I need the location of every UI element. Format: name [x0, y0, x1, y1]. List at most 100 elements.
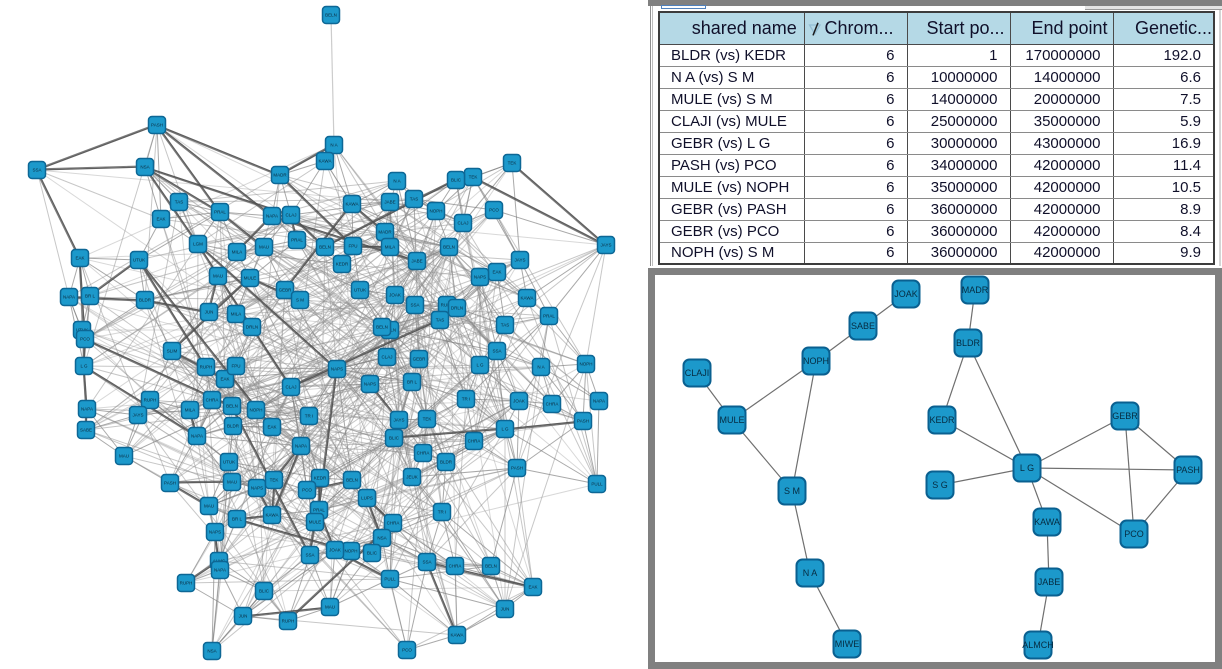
- svg-text:KAWA: KAWA: [266, 513, 279, 518]
- svg-text:TR I: TR I: [462, 397, 471, 402]
- svg-text:DRLN: DRLN: [451, 306, 463, 311]
- svg-text:GEBR: GEBR: [279, 288, 293, 293]
- svg-text:KAWA: KAWA: [1034, 517, 1060, 527]
- svg-text:UTUK: UTUK: [354, 288, 366, 293]
- svg-text:NAPA: NAPA: [81, 407, 93, 412]
- svg-text:KEDR: KEDR: [336, 262, 349, 267]
- svg-text:BLIC: BLIC: [451, 178, 462, 183]
- svg-text:CLAJI: CLAJI: [685, 368, 710, 378]
- svg-text:NAPS: NAPS: [251, 486, 263, 491]
- svg-text:MAU: MAU: [213, 274, 223, 279]
- svg-text:JAYS: JAYS: [133, 413, 144, 418]
- svg-text:S M: S M: [296, 298, 304, 303]
- svg-text:PASH: PASH: [511, 466, 523, 471]
- svg-text:PCO: PCO: [1124, 529, 1144, 539]
- svg-text:BLDR: BLDR: [440, 460, 453, 465]
- svg-text:MAU: MAU: [259, 245, 269, 250]
- svg-text:JOAK: JOAK: [389, 293, 401, 298]
- svg-text:CLAJ: CLAJ: [285, 213, 296, 218]
- svg-text:BELN: BELN: [319, 245, 331, 250]
- svg-text:BELN: BELN: [325, 13, 337, 18]
- svg-text:BLIC: BLIC: [367, 551, 378, 556]
- svg-text:PRAL: PRAL: [313, 508, 325, 513]
- svg-text:NAPS: NAPS: [364, 382, 376, 387]
- svg-text:ALMCH: ALMCH: [1022, 640, 1054, 650]
- svg-text:EAK: EAK: [156, 217, 165, 222]
- svg-text:NOPH: NOPH: [803, 356, 829, 366]
- svg-text:L G: L G: [476, 363, 484, 368]
- svg-text:NAPA: NAPA: [593, 399, 605, 404]
- svg-text:S M: S M: [784, 486, 800, 496]
- svg-text:MADR: MADR: [378, 230, 392, 235]
- svg-text:PULL: PULL: [384, 577, 396, 582]
- svg-text:BELN: BELN: [485, 564, 497, 569]
- svg-text:NSA: NSA: [140, 165, 149, 170]
- svg-text:PCO: PCO: [80, 337, 90, 342]
- svg-text:MAU: MAU: [227, 480, 237, 485]
- svg-text:PASH: PASH: [164, 481, 176, 486]
- svg-text:NAPA: NAPA: [63, 295, 75, 300]
- svg-text:PRAL: PRAL: [291, 238, 303, 243]
- svg-text:CLAJ: CLAJ: [457, 221, 468, 226]
- svg-text:MILA: MILA: [185, 408, 196, 413]
- svg-text:LGM: LGM: [193, 242, 203, 247]
- svg-text:SLIM: SLIM: [167, 349, 178, 354]
- svg-text:L G: L G: [80, 364, 88, 369]
- svg-text:RUPH: RUPH: [282, 619, 295, 624]
- svg-text:RUPH: RUPH: [180, 581, 193, 586]
- svg-text:SSA: SSA: [32, 168, 41, 173]
- svg-text:EAK: EAK: [75, 256, 84, 261]
- svg-text:TAS: TAS: [175, 200, 183, 205]
- svg-text:JABE: JABE: [1038, 577, 1061, 587]
- svg-text:BLDR: BLDR: [956, 338, 981, 348]
- svg-text:SSA: SSA: [492, 349, 501, 354]
- svg-text:NAPS: NAPS: [331, 367, 343, 372]
- svg-text:KAWA: KAWA: [451, 633, 464, 638]
- svg-text:RUPH: RUPH: [144, 398, 157, 403]
- svg-text:PRAL: PRAL: [214, 210, 226, 215]
- svg-text:CHRA: CHRA: [468, 439, 481, 444]
- svg-text:L G: L G: [501, 427, 509, 432]
- svg-text:NAPA: NAPA: [266, 214, 278, 219]
- svg-text:FPU: FPU: [232, 364, 241, 369]
- svg-text:LUPS: LUPS: [361, 496, 373, 501]
- svg-text:TEK: TEK: [270, 478, 279, 483]
- svg-text:RUPH: RUPH: [441, 303, 454, 308]
- svg-text:NSA: NSA: [377, 536, 386, 541]
- svg-text:MAU: MAU: [119, 454, 129, 459]
- svg-text:CHRA: CHRA: [387, 521, 400, 526]
- svg-text:S G: S G: [932, 480, 948, 490]
- svg-text:DRLN: DRLN: [246, 325, 258, 330]
- svg-text:EAK: EAK: [267, 425, 276, 430]
- svg-text:JABE: JABE: [384, 200, 395, 205]
- svg-text:TAS: TAS: [501, 323, 509, 328]
- svg-text:EAK: EAK: [220, 377, 229, 382]
- svg-text:CHRA: CHRA: [449, 564, 462, 569]
- svg-text:JUN: JUN: [239, 614, 248, 619]
- svg-text:NOPH: NOPH: [429, 209, 442, 214]
- svg-text:BLDR: BLDR: [139, 298, 152, 303]
- svg-text:SABE: SABE: [851, 321, 875, 331]
- svg-text:TEK: TEK: [423, 417, 432, 422]
- svg-text:GEBR: GEBR: [413, 357, 427, 362]
- svg-text:BLDR: BLDR: [227, 424, 240, 429]
- svg-text:JUN: JUN: [205, 310, 214, 315]
- svg-text:PASH: PASH: [151, 123, 163, 128]
- svg-text:KAWA: KAWA: [521, 296, 534, 301]
- svg-text:JOAK: JOAK: [894, 289, 918, 299]
- svg-text:N A: N A: [803, 568, 818, 578]
- svg-text:NAPA: NAPA: [214, 568, 226, 573]
- svg-text:SSA: SSA: [410, 303, 419, 308]
- svg-text:PCO: PCO: [402, 648, 412, 653]
- svg-text:N A: N A: [393, 179, 400, 184]
- svg-text:MULE: MULE: [309, 520, 322, 525]
- svg-text:MILA: MILA: [385, 245, 396, 250]
- svg-text:PCO: PCO: [302, 488, 312, 493]
- svg-text:CHRA: CHRA: [206, 398, 219, 403]
- svg-text:PASH: PASH: [1176, 465, 1200, 475]
- svg-text:NAPA: NAPA: [191, 434, 203, 439]
- svg-text:KEDR: KEDR: [314, 476, 327, 481]
- svg-text:KEDR: KEDR: [929, 415, 955, 425]
- svg-text:JOAK: JOAK: [329, 548, 341, 553]
- svg-text:TR I: TR I: [438, 510, 447, 515]
